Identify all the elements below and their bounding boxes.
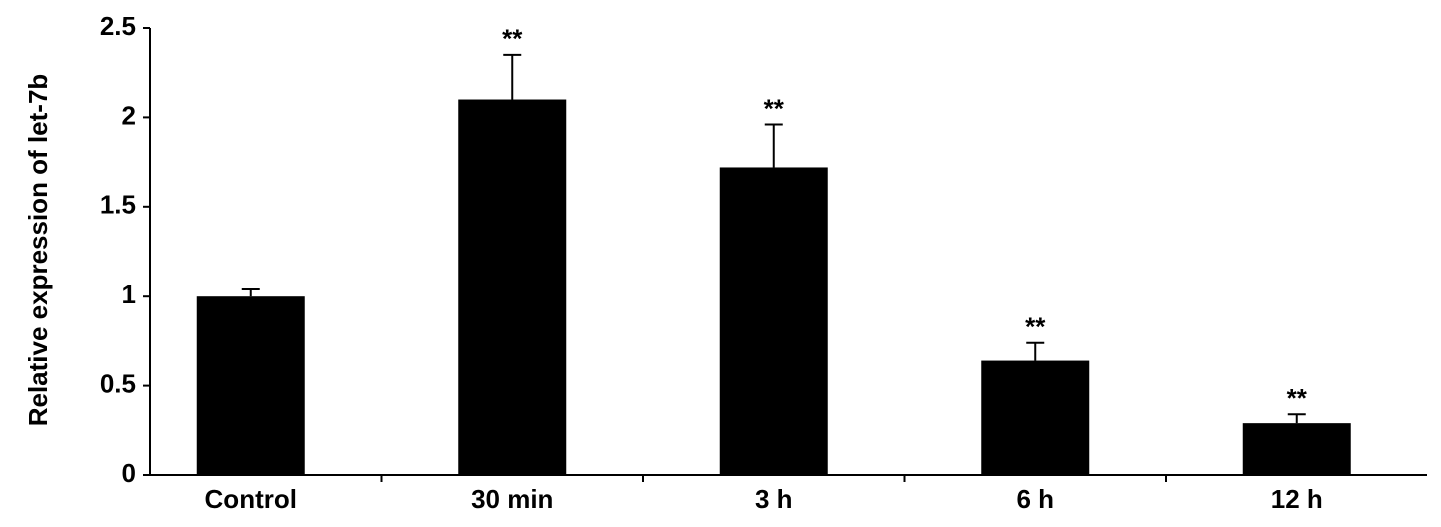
y-axis-label: Relative expression of let-7b: [23, 74, 53, 427]
y-tick-label: 1: [122, 279, 136, 309]
x-tick-label: 30 min: [471, 484, 553, 514]
y-tick-label: 2.5: [100, 11, 136, 41]
x-tick-label: Control: [205, 484, 297, 514]
y-tick-label: 0: [122, 458, 136, 488]
bar: [196, 296, 305, 475]
bar: [1242, 423, 1351, 475]
significance-label: **: [502, 24, 523, 54]
bar: [719, 167, 828, 476]
y-tick-label: 2: [122, 100, 136, 130]
significance-label: **: [1025, 312, 1046, 342]
y-tick-label: 1.5: [100, 190, 136, 220]
x-tick-label: 6 h: [1016, 484, 1054, 514]
y-tick-label: 0.5: [100, 368, 136, 398]
x-tick-label: 3 h: [755, 484, 793, 514]
bar: [458, 99, 567, 476]
x-tick-label: 12 h: [1271, 484, 1323, 514]
significance-label: **: [1287, 383, 1308, 413]
significance-label: **: [764, 93, 785, 123]
bar: [981, 360, 1090, 475]
